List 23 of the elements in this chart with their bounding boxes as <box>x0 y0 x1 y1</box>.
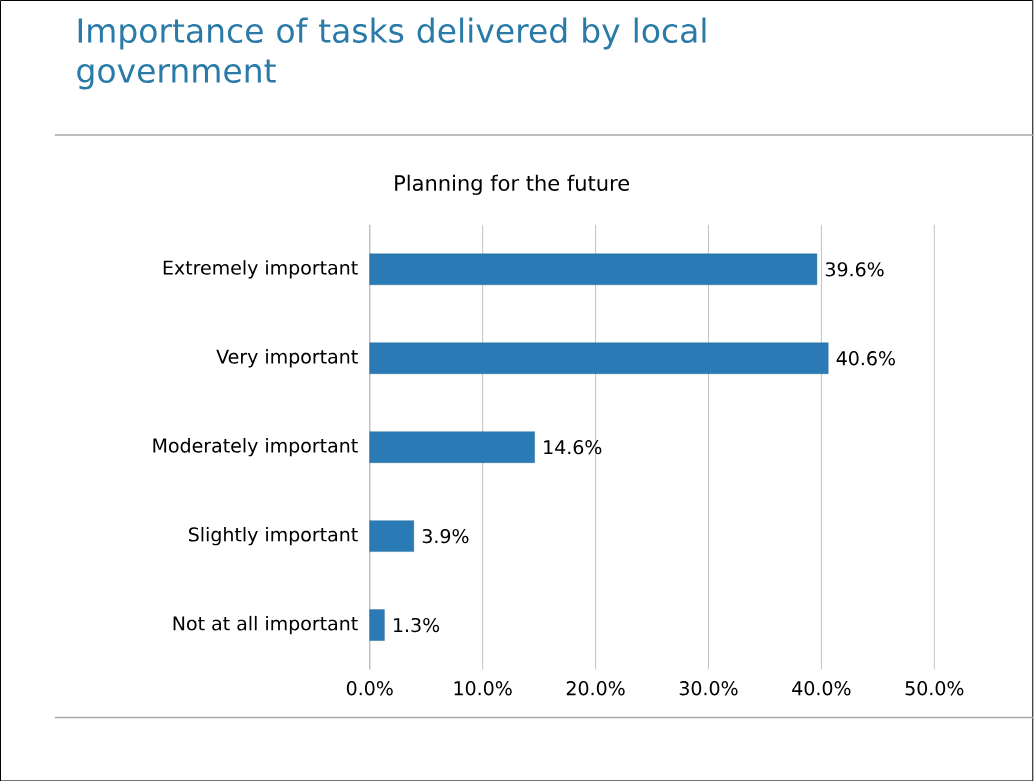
bar <box>369 342 829 374</box>
x-tick-label: 30.0% <box>679 680 738 696</box>
data-label: 1.3% <box>394 617 440 633</box>
bar <box>369 431 535 463</box>
bar <box>369 609 385 641</box>
y-tick-label: Not at all important <box>173 615 358 635</box>
bar <box>369 520 414 552</box>
data-label: 14.6% <box>544 439 602 455</box>
x-tick-label: 50.0% <box>905 680 964 696</box>
data-label: 39.6% <box>825 261 884 277</box>
y-tick-label: Extremely important <box>163 259 358 279</box>
chart-title: Importance of tasks delivered by local government <box>77 17 706 90</box>
data-label: 3.9% <box>422 528 469 544</box>
x-tick-label: 10.0% <box>454 680 512 696</box>
chart-subtitle: Planning for the future <box>395 174 630 195</box>
y-tick-label: Slightly important <box>188 526 358 546</box>
y-tick-label: Moderately important <box>153 437 358 457</box>
x-tick-label: 40.0% <box>792 680 851 696</box>
x-tick-label: 0.0% <box>346 680 393 696</box>
data-label: 40.6% <box>836 350 895 366</box>
x-tick-label: 20.0% <box>566 680 625 696</box>
bar <box>369 253 818 285</box>
y-tick-label: Very important <box>216 348 358 368</box>
